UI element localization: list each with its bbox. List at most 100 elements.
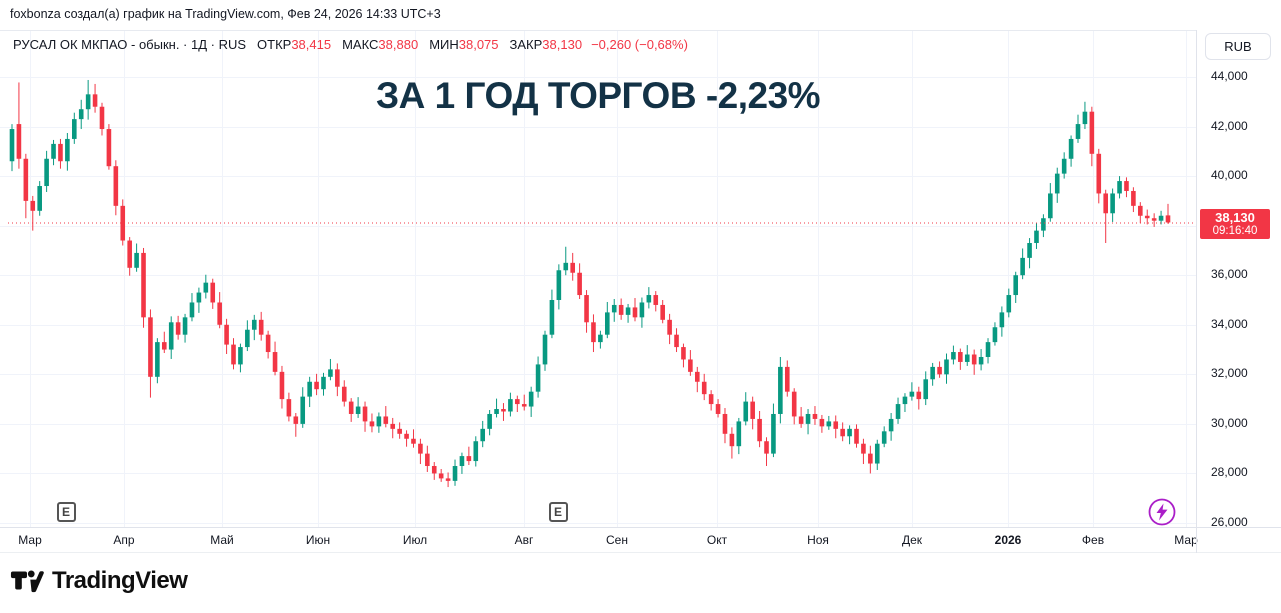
earnings-marker[interactable]: E [548,502,568,522]
candle [120,205,126,241]
candle [1075,124,1081,139]
candle [1103,193,1109,214]
candle [847,428,852,437]
candle [646,295,652,303]
candle [51,143,56,159]
axis-corner-divider [1196,527,1197,553]
candle [528,391,534,407]
candle [9,129,15,162]
time-axis[interactable]: Мар Апр Май Июн Июл Авг Сен Окт Ноя Дек 2026 Фев Мар [0,527,1281,553]
candle [480,428,486,442]
flash-icon[interactable] [1147,497,1177,527]
change-value: −0,260 (−0,68%) [591,37,688,52]
candle [791,391,797,417]
candle [591,322,596,343]
candle [148,317,153,377]
candle [487,413,492,429]
tradingview-logo[interactable]: TradingView [10,567,188,595]
price-axis[interactable]: RUB 38,130 09:16:40 44,000 42,000 40,000 36… [1196,30,1281,529]
time-axis-label: Мар [1174,533,1198,547]
candle [778,366,783,414]
earnings-marker[interactable]: E [56,502,76,522]
candle [335,369,340,387]
time-axis-label: Ноя [807,533,829,547]
candle [1013,275,1019,296]
candle [501,409,506,412]
candle [521,404,527,407]
time-axis-label: Дек [901,533,923,547]
candle [826,421,832,427]
candle [85,94,91,110]
price-axis-label: 40,000 [1211,168,1248,183]
candle [757,418,762,442]
tradingview-logo-text: TradingView [52,567,188,594]
price-axis-label: 44,000 [1211,69,1248,83]
candle [563,262,569,271]
candle [459,456,465,467]
candle [508,399,513,412]
candle [293,416,299,424]
idea-title: ЗА 1 ГОД ТОРГОВ -2,23% [375,75,821,116]
candle [958,352,963,362]
candle [1020,257,1025,276]
currency-button[interactable]: RUB [1205,33,1271,60]
candle [473,441,479,462]
candle [549,300,555,335]
candle [196,292,202,303]
candle [203,282,209,293]
candle [833,421,839,429]
candle [258,319,264,335]
candle [210,282,216,303]
price-axis-label: 30,000 [1211,415,1248,430]
tradingview-logo-mark [10,570,44,593]
time-axis-label: Июн [305,533,331,547]
candle [16,124,22,159]
candle [175,322,181,335]
candle [328,369,333,377]
candle [279,371,285,400]
candle [161,342,167,350]
candle [688,359,693,372]
candle [217,302,222,325]
candle [902,396,908,405]
candle [58,143,63,162]
candle [701,381,707,395]
candle [736,421,742,447]
candle [660,304,665,320]
attribution-bar: foxbonza создал(а) график на TradingView… [0,0,1281,30]
candle [189,302,195,318]
time-axis-label: 2026 [994,533,1022,547]
price-axis-label: 42,000 [1211,118,1248,133]
candle [951,352,956,360]
candle [1096,153,1102,194]
candle [971,354,977,365]
candle [1117,181,1122,194]
time-axis-label: Май [210,533,234,547]
candle [30,200,36,211]
candlestick-canvas[interactable] [0,31,1196,528]
low-label: МИН [429,37,459,52]
candle [44,158,49,187]
attribution-text: foxbonza создал(а) график на TradingView… [10,7,441,21]
candle [681,347,686,360]
candle [362,406,368,422]
candle [784,366,790,392]
candle [1068,138,1074,159]
candle [37,186,42,211]
candle [625,307,631,315]
candle [431,466,437,474]
candle [92,94,98,107]
candle [251,319,257,330]
candle [1041,218,1046,231]
symbol-title[interactable]: РУСАЛ ОК МКПАО - обыкн. · 1Д · RUS [13,37,247,52]
candle [71,119,77,139]
candle [355,406,361,414]
candle [286,399,292,417]
candle [1131,190,1136,206]
candle [570,262,575,273]
candle [452,466,458,481]
candle [168,322,174,350]
candle [978,356,984,365]
candle [383,416,389,424]
